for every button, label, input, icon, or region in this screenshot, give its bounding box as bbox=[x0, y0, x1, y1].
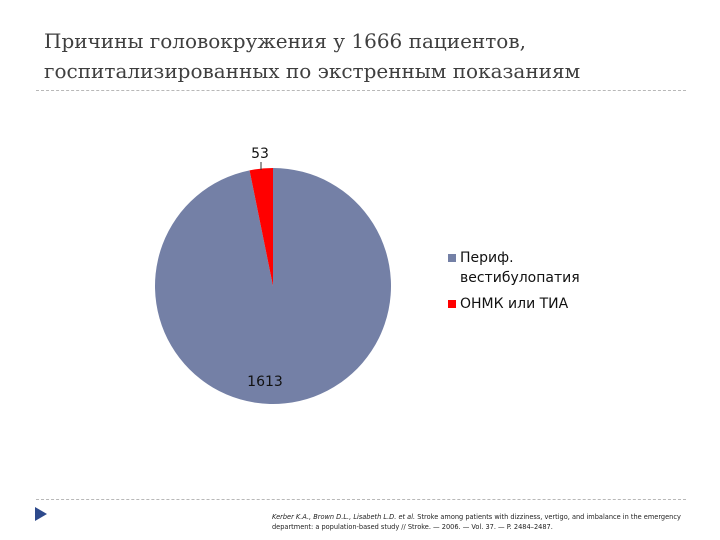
footnote-authors: Kerber K.A., Brown D.L., Lisabeth L.D. e… bbox=[272, 513, 416, 521]
title-divider bbox=[36, 90, 686, 91]
legend-item-vestibulopathy: Периф. вестибулопатия bbox=[448, 248, 668, 288]
legend-label-vestibulopathy-line1: Периф. bbox=[460, 250, 514, 266]
title-line-2: госпитализированных по экстренным показа… bbox=[44, 59, 581, 83]
footnote-citation: Kerber K.A., Brown D.L., Lisabeth L.D. e… bbox=[272, 512, 692, 532]
legend-label-stroke-tia: ОНМК или ТИА bbox=[460, 296, 569, 312]
title-line-1: Причины головокружения у 1666 пациентов, bbox=[44, 29, 526, 53]
pie-slice-stroke-tia bbox=[249, 168, 273, 286]
pie-slice-vestibulopathy bbox=[155, 168, 392, 405]
legend-swatch-vestibulopathy bbox=[448, 254, 456, 262]
legend-label-vestibulopathy-line2: вестибулопатия bbox=[460, 270, 580, 286]
data-label-vestibulopathy: 1613 bbox=[247, 374, 283, 390]
slide-title: Причины головокружения у 1666 пациентов,… bbox=[44, 26, 684, 86]
legend-item-stroke-tia: ОНМК или ТИА bbox=[448, 294, 668, 314]
triangle-play-icon[interactable] bbox=[34, 506, 48, 522]
data-label-stroke-tia: 53 bbox=[251, 146, 269, 162]
footer-divider bbox=[36, 499, 686, 500]
footnote-text: Stroke among patients with dizziness, ve… bbox=[272, 513, 681, 531]
chart-legend: Периф. вестибулопатия ОНМК или ТИА bbox=[448, 248, 668, 320]
legend-swatch-stroke-tia bbox=[448, 300, 456, 308]
